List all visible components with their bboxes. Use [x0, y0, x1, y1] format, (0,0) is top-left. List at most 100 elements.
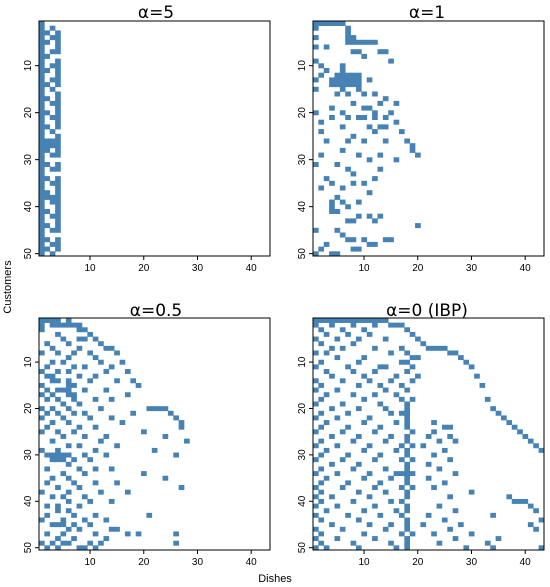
heatmap-cell	[313, 536, 319, 542]
heatmap-cell	[334, 355, 341, 361]
heatmap-cell	[44, 387, 51, 393]
heatmap-cell	[323, 545, 330, 551]
heatmap-cell	[409, 364, 416, 370]
heatmap-cell	[39, 322, 45, 328]
heatmap-cell	[404, 475, 410, 481]
heatmap-cell	[382, 466, 389, 472]
heatmap-cell	[124, 489, 131, 495]
heatmap-cell	[92, 355, 99, 361]
heatmap-cell	[372, 429, 378, 435]
heatmap-cell	[92, 396, 99, 402]
heatmap-cell	[44, 68, 51, 73]
heatmap-cell	[398, 443, 405, 449]
heatmap-cell	[495, 410, 502, 416]
heatmap-cell	[420, 522, 427, 528]
heatmap-cell	[345, 166, 351, 172]
heatmap-cell	[49, 213, 56, 219]
heatmap-cell	[39, 72, 45, 78]
heatmap-cell	[39, 63, 45, 69]
heatmap-cell	[60, 359, 67, 365]
heatmap-cell	[44, 424, 51, 430]
heatmap-cell	[361, 508, 368, 514]
heatmap-cell	[44, 237, 51, 243]
heatmap-cell	[350, 322, 357, 328]
heatmap-cell	[81, 327, 88, 333]
heatmap-cell	[44, 53, 51, 59]
heatmap-cell	[538, 447, 545, 453]
heatmap-cell	[393, 420, 400, 426]
heatmap-cell	[114, 443, 120, 449]
heatmap-cell	[339, 327, 346, 333]
heatmap-cell	[318, 63, 325, 69]
heatmap-cell	[313, 322, 319, 328]
heatmap-cell	[141, 429, 147, 435]
heatmap-cell	[334, 387, 341, 393]
heatmap-cell	[329, 494, 335, 500]
heatmap-cell	[398, 396, 405, 402]
heatmap-cell	[329, 105, 335, 111]
heatmap-cell	[76, 322, 83, 328]
heatmap-cell	[366, 190, 373, 196]
heatmap-cell	[60, 517, 67, 523]
heatmap-cell	[372, 536, 378, 542]
heatmap-cell	[65, 461, 72, 467]
panel-alpha-5: α=5 10 20 30 40 10 20 30 40 50	[23, 3, 271, 274]
heatmap-cell	[382, 364, 389, 370]
heatmap-cell	[76, 443, 83, 449]
heatmap-cell	[350, 72, 357, 78]
heatmap-cell	[318, 410, 325, 416]
heatmap-cell	[388, 58, 394, 64]
heatmap-cell	[39, 223, 45, 229]
heatmap-cell	[393, 119, 400, 125]
heatmap-cell	[178, 424, 185, 430]
heatmap-cell	[76, 466, 83, 472]
heatmap-cell	[71, 322, 77, 328]
heatmap-cell	[71, 350, 77, 356]
heatmap-cell	[339, 318, 346, 323]
heatmap-cell	[49, 345, 56, 351]
y-tick-label: 40	[297, 201, 308, 213]
heatmap-cell	[350, 171, 357, 177]
heatmap-cell	[55, 119, 61, 125]
heatmap-cell	[366, 241, 373, 247]
heatmap-cell	[60, 540, 67, 546]
heatmap-cell	[404, 508, 410, 514]
heatmap-cell	[329, 322, 335, 328]
heatmap-cell	[345, 410, 351, 416]
heatmap-cell	[458, 355, 464, 361]
heatmap-cell	[345, 72, 351, 78]
heatmap-cell	[49, 241, 56, 247]
heatmap-cell	[404, 420, 410, 426]
heatmap-cell	[339, 86, 346, 92]
heatmap-cell	[329, 21, 335, 26]
heatmap-cell	[350, 35, 357, 41]
heatmap-cell	[334, 72, 341, 78]
heatmap-cell	[388, 522, 394, 528]
heatmap-cell	[49, 138, 56, 144]
heatmap-cell	[318, 466, 325, 472]
heatmap-cell	[178, 420, 185, 426]
heatmap-cell	[334, 415, 341, 421]
heatmap-cell	[350, 369, 357, 374]
x-tick-label: 10	[358, 557, 370, 568]
heatmap-cell	[39, 369, 45, 374]
heatmap-cell	[119, 359, 126, 365]
heatmap-cell	[65, 420, 72, 426]
heatmap-cell	[355, 213, 362, 219]
heatmap-cell	[65, 318, 72, 323]
heatmap-cell	[350, 77, 357, 83]
heatmap-cell	[372, 345, 378, 351]
x-tick-label: 20	[138, 263, 150, 274]
heatmap-cell	[65, 341, 72, 347]
heatmap-cell	[511, 424, 518, 430]
heatmap-cell	[372, 115, 378, 120]
heatmap-cell	[323, 44, 330, 50]
heatmap-cell	[39, 138, 45, 144]
heatmap-cell	[151, 447, 158, 453]
heatmap-cell	[345, 204, 351, 210]
heatmap-cell	[382, 526, 389, 532]
heatmap-cell	[124, 531, 131, 537]
heatmap-cell	[511, 498, 518, 504]
heatmap-cell	[49, 129, 56, 135]
heatmap-cell	[55, 63, 61, 69]
